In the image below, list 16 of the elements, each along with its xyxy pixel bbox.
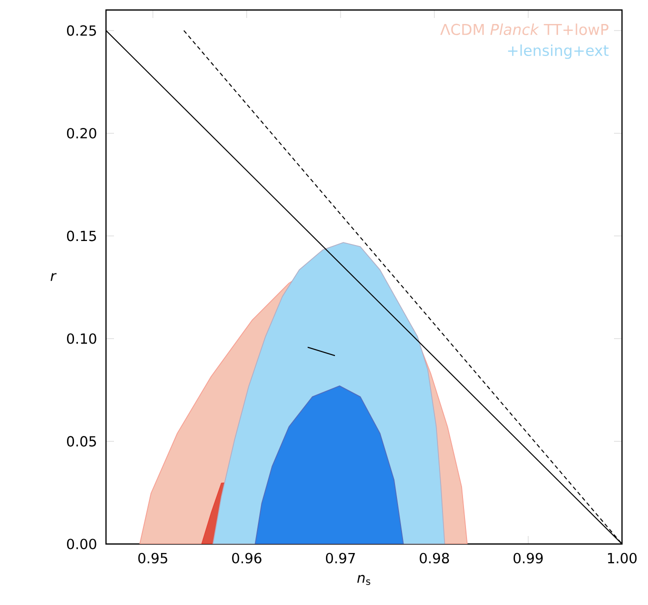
y-tick-label: 0.25 bbox=[67, 25, 96, 36]
y-tick-label: 0.15 bbox=[67, 230, 96, 242]
x-tick-label: 0.97 bbox=[326, 552, 355, 564]
y-tick-label: 0.05 bbox=[67, 436, 96, 447]
x-axis-title: n$_{s}$ bbox=[357, 574, 370, 585]
text: +lensing+ext bbox=[508, 44, 609, 59]
y-tick-label: 0.10 bbox=[67, 333, 96, 344]
text: ΛCDM Planck TT+lowP bbox=[440, 24, 608, 36]
x-tick-label: 0.99 bbox=[514, 552, 543, 564]
x-tick-label: 0.95 bbox=[138, 552, 168, 564]
y-axis-title: r bbox=[50, 273, 57, 281]
x-tick-label: 0.98 bbox=[420, 552, 449, 564]
x-tick-label: 1.00 bbox=[608, 552, 637, 564]
y-tick-label: 0.20 bbox=[67, 128, 96, 139]
x-tick-label: 0.96 bbox=[232, 552, 262, 564]
y-tick-label: 0.00 bbox=[67, 538, 96, 550]
